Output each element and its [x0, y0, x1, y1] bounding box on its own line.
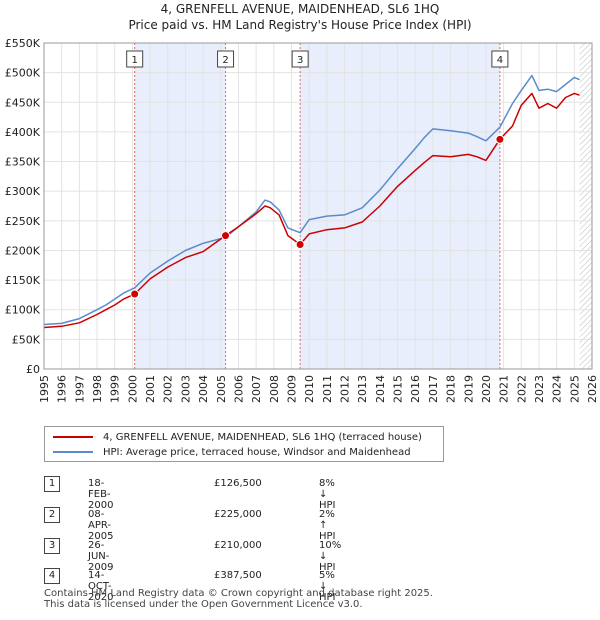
plot-border: [43, 42, 593, 370]
transaction-number: 3: [44, 538, 60, 554]
footer-license: This data is licensed under the Open Gov…: [44, 599, 363, 610]
transaction-number: 2: [44, 507, 60, 523]
transaction-hpi: 5% ↓ HPI: [319, 570, 336, 603]
legend-label-hpi: HPI: Average price, terraced house, Wind…: [103, 446, 411, 458]
transaction-price: £210,000: [214, 540, 262, 551]
transaction-point: [221, 231, 231, 241]
x-tick-label: 2011: [321, 375, 334, 403]
x-tick-label: 2020: [480, 375, 493, 403]
legend: 4, GRENFELL AVENUE, MAIDENHEAD, SL6 1HQ …: [44, 426, 444, 462]
y-tick-label: £350K: [5, 156, 41, 169]
footer-copyright: Contains HM Land Registry data © Crown c…: [44, 588, 433, 599]
y-tick-label: £400K: [5, 126, 41, 139]
x-tick-label: 2008: [268, 375, 281, 403]
future-hatch: [579, 43, 592, 369]
transaction-marker-label: 4: [497, 55, 503, 66]
x-tick-label: 2014: [374, 375, 387, 403]
transaction-hpi: 10% ↓ HPI: [319, 540, 342, 573]
x-tick-label: 2006: [232, 375, 245, 403]
y-tick-label: £50K: [12, 333, 41, 346]
x-tick-label: 2016: [409, 375, 422, 403]
transaction-price: £387,500: [214, 570, 262, 581]
legend-label-property: 4, GRENFELL AVENUE, MAIDENHEAD, SL6 1HQ …: [103, 431, 422, 443]
transaction-hpi: 2% ↑ HPI: [319, 509, 336, 542]
x-tick-label: 1995: [38, 375, 51, 403]
legend-item-hpi: HPI: Average price, terraced house, Wind…: [53, 445, 411, 459]
x-tick-label: 2012: [339, 375, 352, 403]
transaction-marker-label: 2: [222, 55, 228, 66]
transaction-price: £225,000: [214, 509, 262, 520]
transaction-date: 26-JUN-2009: [88, 540, 114, 573]
x-tick-label: 2000: [126, 375, 139, 403]
x-tick-label: 2018: [445, 375, 458, 403]
shaded-period: [134, 43, 226, 369]
x-tick-label: 2010: [303, 375, 316, 403]
transaction-hpi: 8% ↓ HPI: [319, 478, 336, 511]
transaction-marker-box: [126, 50, 144, 68]
y-tick-label: £150K: [5, 274, 41, 287]
shaded-period: [300, 43, 500, 369]
transaction-date: 18-FEB-2000: [88, 478, 114, 511]
x-tick-label: 2021: [498, 375, 511, 403]
transaction-point: [130, 289, 140, 299]
transaction-marker-label: 1: [131, 55, 137, 66]
y-tick-label: £500K: [5, 67, 41, 80]
legend-swatch-hpi: [53, 451, 93, 453]
x-tick-label: 2002: [162, 375, 175, 403]
transaction-number: 1: [44, 476, 60, 492]
x-tick-label: 1999: [109, 375, 122, 403]
chart-title: 4, GRENFELL AVENUE, MAIDENHEAD, SL6 1HQ: [160, 2, 440, 16]
x-tick-label: 2003: [179, 375, 192, 403]
transaction-marker-box: [217, 50, 235, 68]
x-tick-label: 2004: [197, 375, 210, 403]
x-tick-label: 1996: [56, 375, 69, 403]
x-tick-label: 2026: [586, 375, 599, 403]
transaction-point: [495, 134, 505, 144]
y-tick-label: £550K: [5, 37, 41, 50]
y-tick-label: £0: [26, 363, 40, 376]
x-tick-label: 2023: [533, 375, 546, 403]
x-tick-label: 2001: [144, 375, 157, 403]
y-tick-label: £300K: [5, 185, 41, 198]
y-tick-label: £450K: [5, 96, 41, 109]
x-tick-label: 2005: [215, 375, 228, 403]
x-tick-label: 1998: [91, 375, 104, 403]
x-tick-label: 2024: [551, 375, 564, 403]
hpi-line: [43, 74, 580, 326]
x-tick-label: 2025: [568, 375, 581, 403]
footer: Contains HM Land Registry data © Crown c…: [44, 588, 433, 610]
x-tick-label: 2009: [285, 375, 298, 403]
chart-subtitle: Price paid vs. HM Land Registry's House …: [128, 18, 472, 32]
x-tick-label: 2022: [515, 375, 528, 403]
transaction-price: £126,500: [214, 478, 262, 489]
transaction-point: [295, 240, 305, 250]
legend-item-property: 4, GRENFELL AVENUE, MAIDENHEAD, SL6 1HQ …: [53, 430, 422, 444]
y-tick-label: £100K: [5, 304, 41, 317]
legend-swatch-property: [53, 436, 93, 438]
x-tick-label: 2015: [392, 375, 405, 403]
x-tick-label: 2017: [427, 375, 440, 403]
transaction-date: 08-APR-2005: [88, 509, 114, 542]
transaction-marker-label: 3: [297, 55, 303, 66]
transaction-number: 4: [44, 568, 60, 584]
transaction-marker-box: [491, 50, 509, 68]
x-tick-label: 1997: [73, 375, 86, 403]
x-tick-label: 2007: [250, 375, 263, 403]
transaction-marker-box: [291, 50, 309, 68]
x-tick-label: 2019: [462, 375, 475, 403]
transaction-date: 14-OCT-2020: [88, 570, 114, 603]
y-tick-label: £200K: [5, 244, 41, 257]
x-tick-label: 2013: [356, 375, 369, 403]
y-tick-label: £250K: [5, 215, 41, 228]
price-chart: £0 £50K £100K £150K £200K £250K £300K £350K £400…: [5, 37, 599, 403]
